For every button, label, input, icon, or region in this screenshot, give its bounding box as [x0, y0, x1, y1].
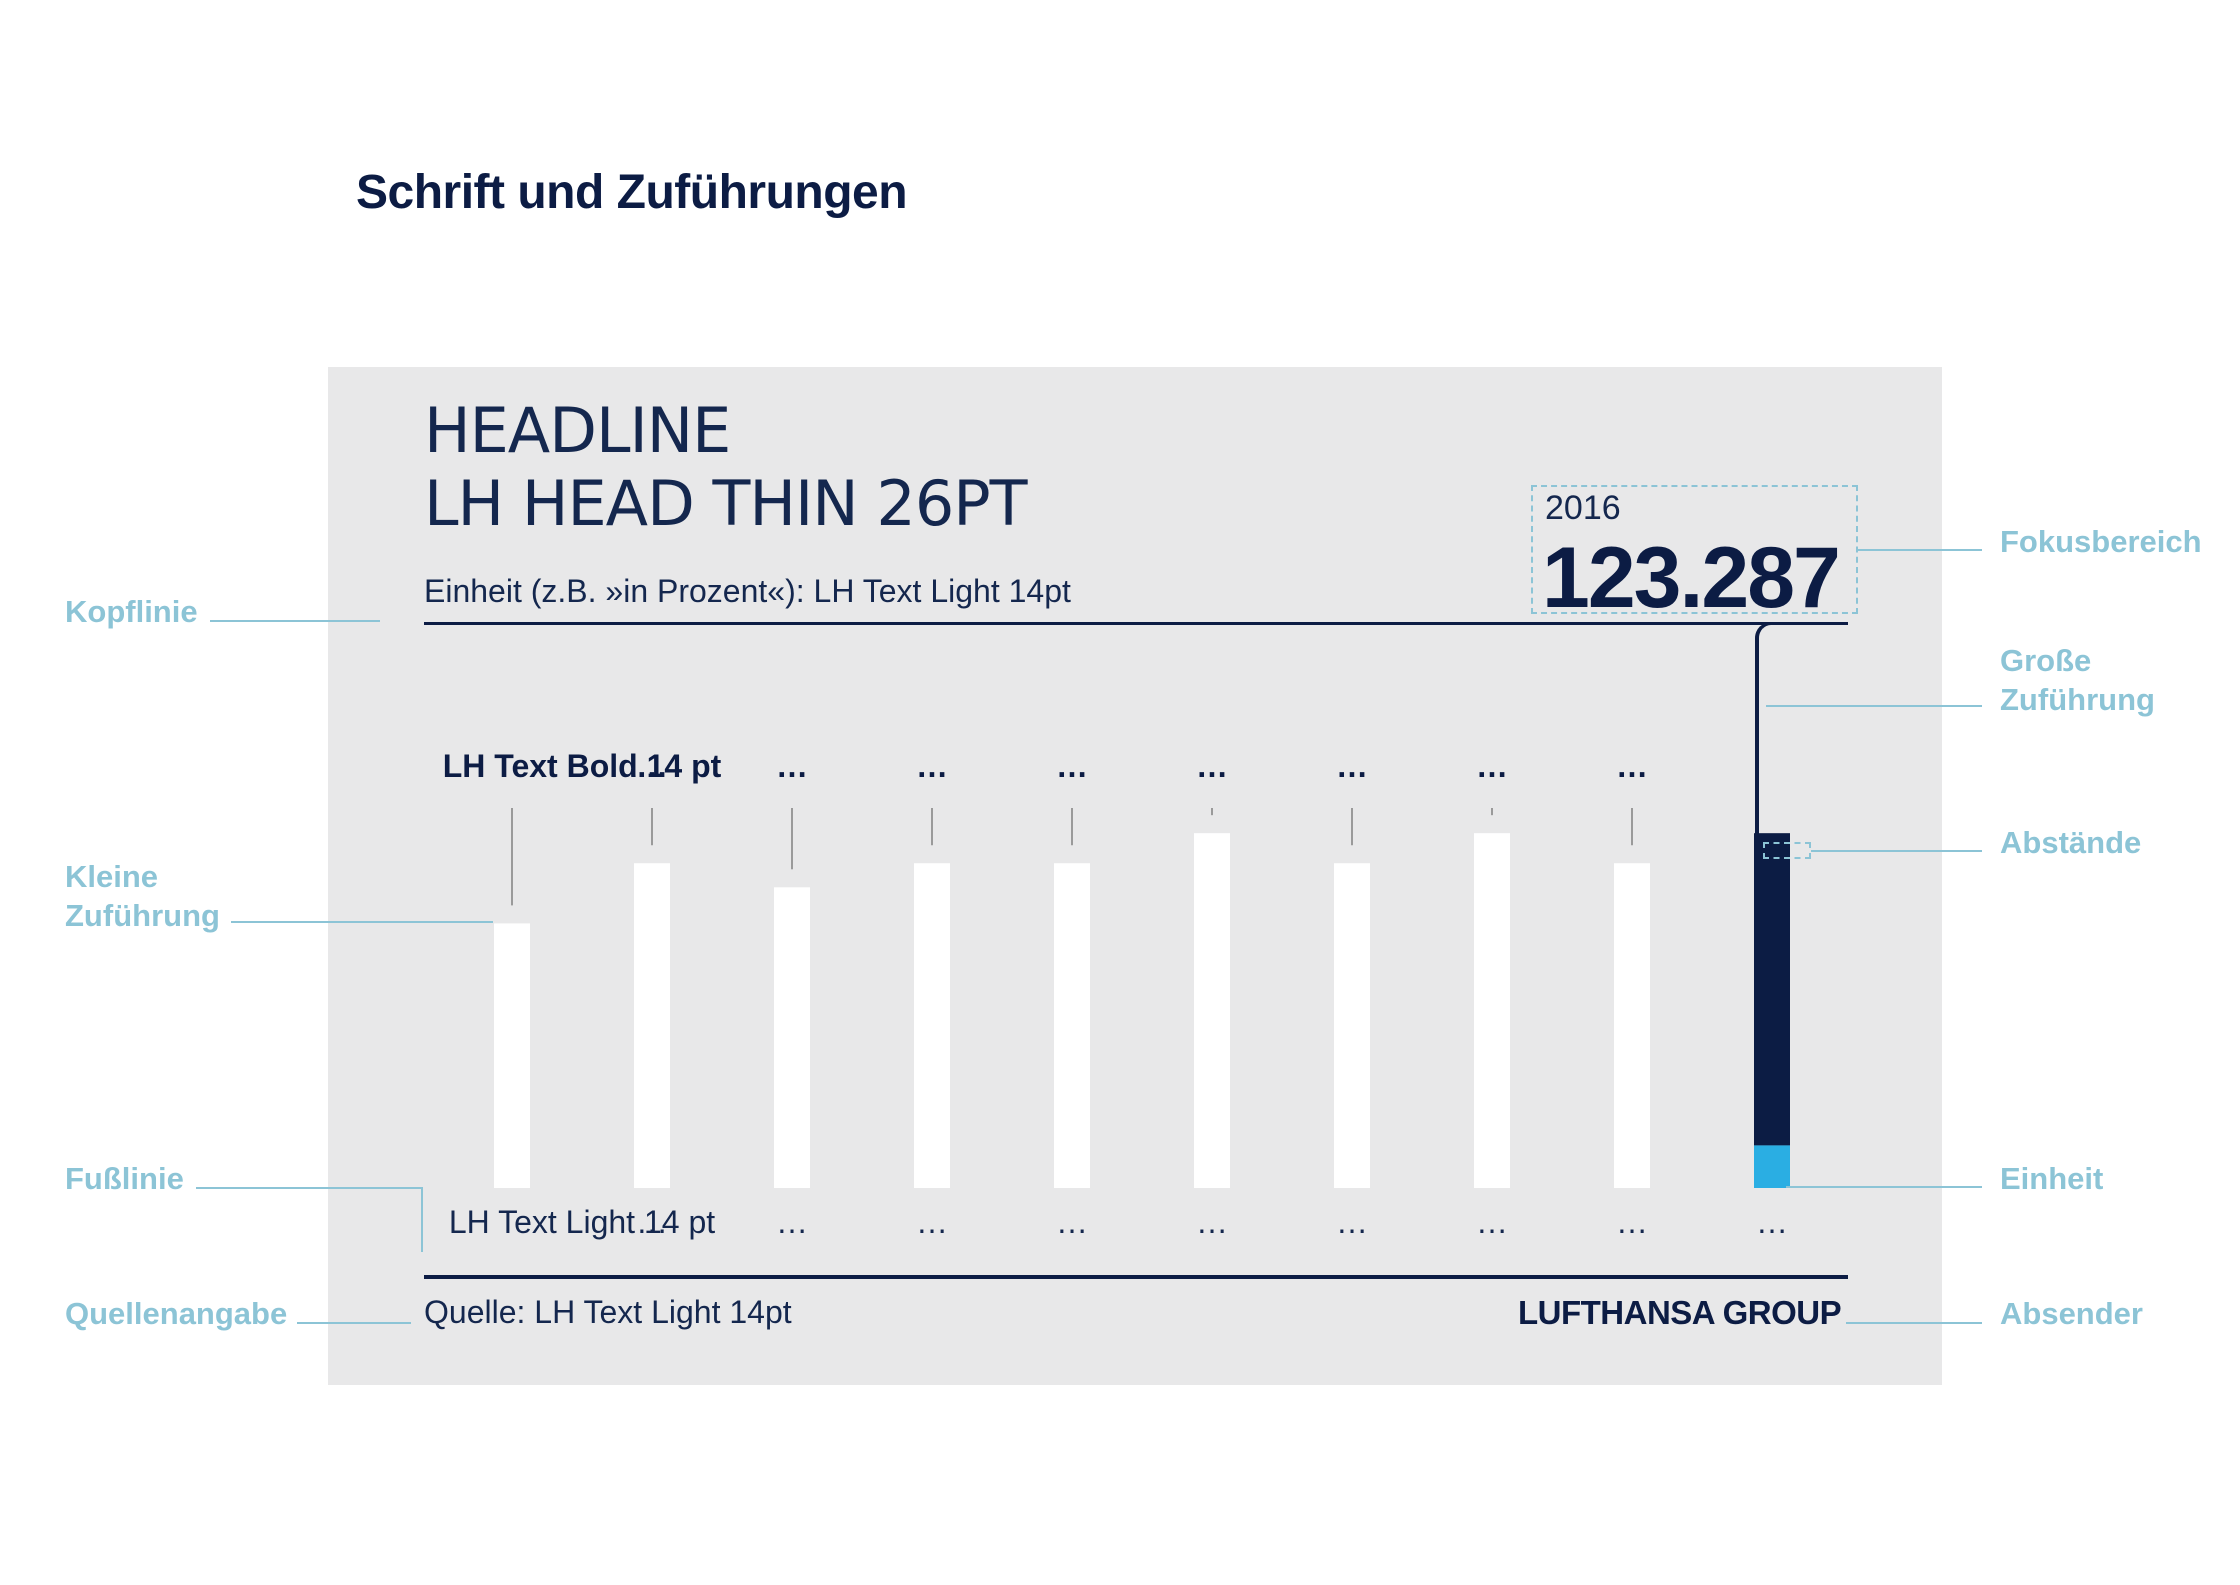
annotation-line: [1811, 850, 1982, 852]
category-label: LH Text Light 14 pt: [448, 1204, 716, 1240]
annotation-line: [1858, 549, 1982, 551]
annotation-label: Zuführung: [65, 898, 220, 933]
category-label: …: [776, 1204, 808, 1240]
annotation-label: Große: [2000, 643, 2092, 678]
annotation-label: Fußlinie: [65, 1161, 184, 1196]
annotation-label: Kopflinie: [65, 594, 198, 629]
category-label: …: [1476, 1204, 1508, 1240]
bar-top-label: …: [636, 748, 668, 784]
focus-year: 2016: [1545, 489, 1621, 527]
category-label: …: [1616, 1204, 1648, 1240]
annotation-label: Fokusbereich: [2000, 524, 2202, 559]
annotation-line: [1786, 1186, 1982, 1188]
annotation-label: Absender: [2000, 1296, 2143, 1331]
bar-top-label: …: [1476, 748, 1508, 784]
annotation-label: Zuführung: [2000, 682, 2155, 717]
bar-top-label: …: [1196, 748, 1228, 784]
spacing-box: [1763, 842, 1811, 859]
headline-line-2: LH HEAD THIN 26PT: [424, 467, 1028, 540]
category-label: …: [1336, 1204, 1368, 1240]
bar-top-label: …: [1056, 748, 1088, 784]
page-title: Schrift und Zuführungen: [356, 166, 908, 219]
annotation-label: Abstände: [2000, 825, 2142, 860]
annotation-line: [231, 921, 493, 923]
annotation-label: Quellenangabe: [65, 1296, 288, 1331]
annotation-line: [421, 1187, 423, 1252]
focus-area-box: [1531, 485, 1858, 614]
annotation-line: [196, 1187, 422, 1189]
chart-headline: HEADLINE LH HEAD THIN 26PT: [424, 394, 1028, 540]
head-rule: [424, 622, 1848, 625]
annotation-line: [297, 1322, 411, 1324]
headline-line-1: HEADLINE: [424, 394, 731, 467]
bar-top-label: LH Text Bold 14 pt: [442, 748, 722, 784]
big-lead-corner: [1755, 622, 1788, 646]
category-label: …: [1196, 1204, 1228, 1240]
bar-top-label: …: [776, 748, 808, 784]
category-label: …: [916, 1204, 948, 1240]
category-label: …: [1056, 1204, 1088, 1240]
category-label: …: [1756, 1204, 1788, 1240]
focus-value: 123.287: [1542, 530, 1841, 626]
bar-top-label: …: [916, 748, 948, 784]
annotation-line: [1766, 705, 1982, 707]
foot-rule: [424, 1275, 1848, 1279]
annotation-line: [210, 620, 380, 622]
sender-logo: LUFTHANSA GROUP: [1518, 1294, 1842, 1331]
annotation-label: Kleine: [65, 859, 159, 894]
source-text: Quelle: LH Text Light 14pt: [424, 1294, 792, 1330]
category-label: …: [636, 1204, 668, 1240]
big-lead-vertical: [1755, 640, 1759, 847]
chart-panel: [328, 367, 1942, 1385]
unit-text: Einheit (z.B. »in Prozent«): LH Text Lig…: [424, 573, 1071, 609]
bar-top-label: …: [1616, 748, 1648, 784]
bar-top-label: …: [1336, 748, 1368, 784]
annotation-line: [1846, 1322, 1982, 1324]
annotation-label: Einheit: [2000, 1161, 2104, 1196]
